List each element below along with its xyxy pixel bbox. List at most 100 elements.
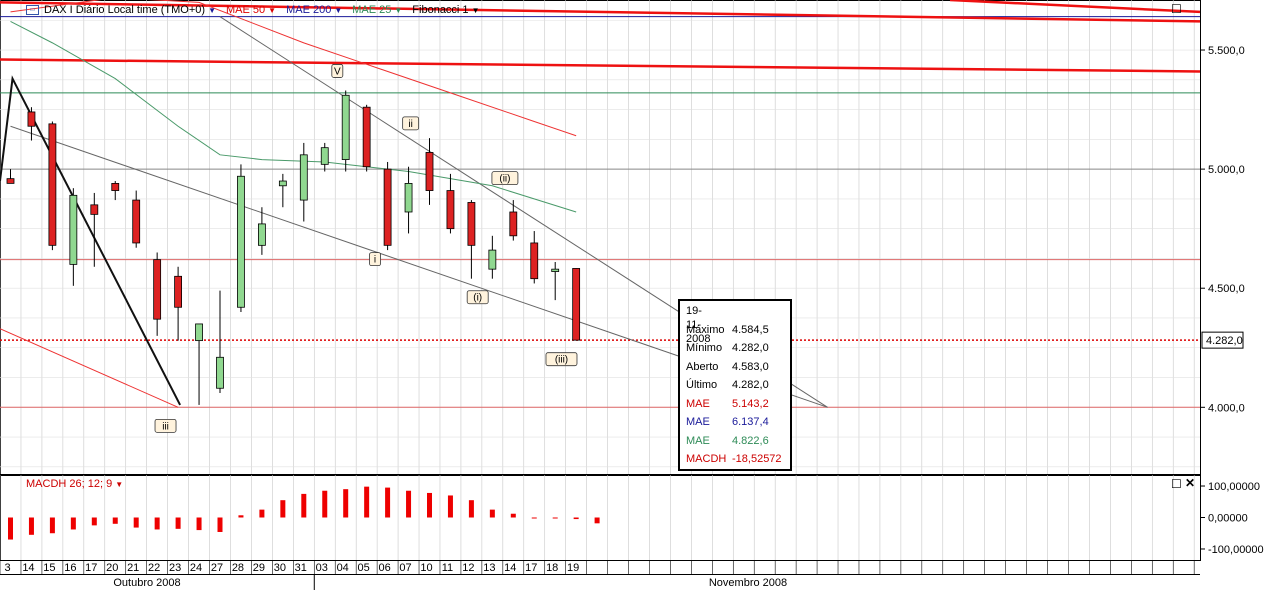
wave-label-box [369,252,381,267]
macd-bar [49,517,55,534]
x-tick-label: 15 [43,562,55,574]
macd-bar [489,509,495,518]
month-label: Outubro 2008 [113,577,180,589]
wave-label-box [154,418,177,433]
wave-label-box [402,116,420,131]
x-tick-label: 11 [442,562,453,574]
candle-body [111,183,120,191]
macd-bar [343,489,349,518]
x-tick-label: 19 [567,562,579,574]
y-tick-label: 100,00000 [1208,481,1260,493]
candle-body [237,175,245,308]
x-tick-label: 24 [190,562,202,574]
candle-body [132,199,141,244]
y-tick-label: 4.000,0 [1208,402,1245,414]
candle-body [195,323,203,342]
macd-bar [385,487,391,518]
info-key: Aberto [686,361,719,373]
info-value: 4.584,5 [732,324,769,336]
info-value: -18,52572 [732,453,782,465]
wave-label: i [374,255,376,266]
candle-body [90,204,99,215]
indicator-mae50[interactable]: MAE 50 ▼ [226,4,276,16]
chevron-down-icon: ▼ [208,5,216,15]
info-key: MAE [686,416,710,428]
indicator-mae200[interactable]: MAE 200 ▼ [286,4,342,16]
candle-body [174,275,183,308]
macd-legend[interactable]: MACDH 26; 12; 9 ▼ [26,478,123,490]
x-tick-label: 05 [358,562,370,574]
info-value: 4.822,6 [732,435,769,447]
macd-bar [531,517,537,519]
indicator-mae25[interactable]: MAE 25 ▼ [352,4,402,16]
x-tick-label: 16 [64,562,76,574]
wave-line [0,75,181,406]
indicator-label: MAE 25 [352,4,392,16]
macd-bar [301,493,307,518]
x-tick-label: 12 [462,562,474,574]
indicator-label: MAE 50 [226,4,266,16]
macd-bar [468,500,474,518]
macd-bar [447,495,453,518]
info-value: 4.282,0 [732,379,769,391]
last-price-badge [1201,331,1244,349]
instrument-selector[interactable]: ▭ DAX I Diário Local time (TMO+0) ▼ [26,4,216,16]
wave-label: (iii) [555,355,568,366]
y-tick-label: 4.500,0 [1208,283,1245,295]
candle-body [6,178,15,184]
x-tick-label: 04 [337,562,349,574]
candle-body [383,168,392,246]
candle-body [153,259,162,320]
candle-body [48,123,57,246]
chevron-down-icon: ▼ [394,5,403,15]
resistance-trendline [949,0,1201,14]
indicator-fibonacci[interactable]: Fibonacci 1 ▼ [412,4,479,16]
x-tick-label: 10 [420,562,432,574]
x-tick-label: 31 [295,562,307,574]
x-tick-label: 29 [253,562,265,574]
macd-bar [322,490,328,518]
macd-bar [196,517,202,531]
macd-bar [280,500,286,518]
macd-bar [552,517,558,519]
close-icon[interactable]: ✕ [1185,476,1196,490]
month-label: Novembro 2008 [709,577,787,589]
x-tick-label: 07 [399,562,411,574]
candle-body [341,94,350,160]
maximize-icon[interactable]: ☐ [1171,477,1182,491]
info-key: MACDH [686,453,727,465]
info-value: 6.137,4 [732,416,769,428]
candle-body [572,268,581,341]
info-key: Máximo [686,324,725,336]
candle-body [488,249,497,270]
x-tick-label: 3 [4,562,10,574]
macd-bar [175,517,181,529]
chevron-down-icon: ▼ [268,5,277,15]
macd-bar [70,517,76,530]
macd-bar [510,513,516,518]
x-tick-label: 03 [316,562,328,574]
candle-body [446,190,455,230]
info-key: MAE [686,398,710,410]
y-tick-label: 5.000,0 [1208,164,1245,176]
candle-body [299,154,308,201]
macd-bar [406,490,412,518]
candle-body [425,152,434,191]
resistance-trendline [0,1,1201,23]
maximize-icon[interactable]: ☐ [1171,2,1182,16]
instrument-icon: ▭ [26,5,39,15]
x-tick-label: 13 [483,562,495,574]
macd-bar [259,509,265,518]
candle-body [404,183,413,213]
x-tick-label: 14 [504,562,516,574]
candle-body [257,223,266,246]
x-tick-label: 06 [378,562,390,574]
wave-label: iii [162,421,169,432]
x-tick-label: 30 [274,562,286,574]
macd-bar [217,517,223,532]
chevron-down-icon: ▼ [115,480,124,489]
candle-body [362,106,371,168]
wave-label: (i) [473,293,482,304]
macd-bar [594,517,600,524]
